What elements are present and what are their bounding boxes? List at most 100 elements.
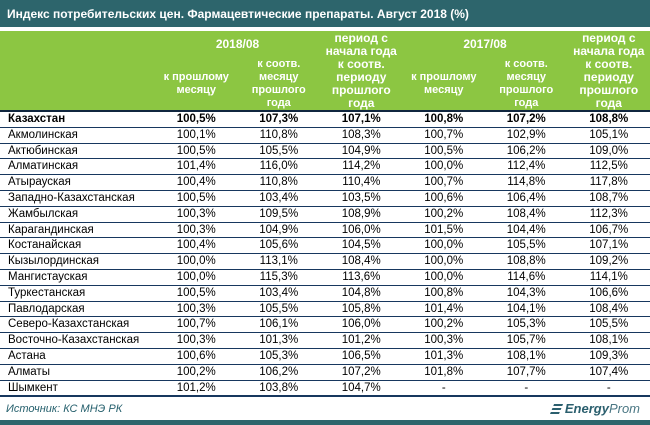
energyprom-logo: EnergyProm [549, 401, 640, 417]
header-same-month-2017: к соотв. месяцу прошлого года [485, 57, 568, 111]
value-cell: 101,5% [402, 221, 486, 238]
logo-text-light: Prom [608, 401, 640, 417]
value-cell: 100,3% [402, 332, 486, 349]
value-cell: 104,1% [485, 300, 568, 317]
region-name: Западно-Казахстанская [0, 189, 155, 207]
header-prev-month-2018: к прошлому месяцу [155, 57, 238, 111]
value-cell: 100,7% [155, 316, 238, 333]
table-row: Атырауская 100,4% 110,8% 110,4% 100,7% 114,8%… [0, 174, 650, 191]
value-cell: 115,3% [237, 268, 321, 286]
value-cell: 103,4% [237, 189, 321, 207]
value-cell: 100,8% [402, 109, 486, 128]
value-cell: 100,4% [155, 237, 238, 254]
table-row: Жамбылская 100,3% 109,5% 108,9% 100,2% 108,4%… [0, 205, 650, 223]
value-cell: 105,3% [485, 316, 568, 333]
region-name: Павлодарская [0, 300, 155, 317]
region-name: Казахстан [0, 109, 155, 128]
value-cell: 100,0% [402, 237, 486, 254]
value-cell: 107,1% [567, 237, 650, 254]
page-title: Индекс потребительских цен. Фармацевтиче… [7, 6, 469, 21]
value-cell: 110,8% [237, 126, 321, 144]
value-cell: 112,3% [567, 205, 650, 223]
value-cell: 114,8% [485, 174, 568, 191]
table-header: 2018/08 период с начала года к соотв. пе… [0, 31, 650, 111]
value-cell: 100,0% [155, 268, 238, 286]
table-row: Мангистауская 100,0% 115,3% 113,6% 100,0% 114… [0, 268, 650, 286]
value-cell: - [567, 379, 650, 398]
value-cell: 100,4% [155, 174, 238, 191]
table-row: Шымкент 101,2% 103,8% 104,7% - - - [0, 379, 650, 398]
value-cell: 100,0% [155, 253, 238, 270]
region-name: Шымкент [0, 379, 155, 398]
value-cell: 105,7% [485, 332, 568, 349]
header-region-blank [0, 31, 155, 111]
value-cell: 117,8% [567, 174, 650, 191]
value-cell: 105,8% [320, 300, 403, 317]
region-name: Алматинская [0, 158, 155, 175]
value-cell: 107,2% [485, 109, 568, 128]
region-name: Восточно-Казахстанская [0, 332, 155, 349]
value-cell: 100,5% [155, 109, 238, 128]
value-cell: 101,4% [402, 300, 486, 317]
table-row: Восточно-Казахстанская 100,3% 101,3% 101,2%… [0, 332, 650, 349]
region-name: Жамбылская [0, 205, 155, 223]
value-cell: 104,7% [320, 379, 403, 398]
value-cell: 100,1% [155, 126, 238, 144]
value-cell: 102,9% [485, 126, 568, 144]
value-cell: 100,0% [402, 158, 486, 175]
value-cell: 107,1% [320, 109, 403, 128]
value-cell: 109,5% [237, 205, 321, 223]
region-name: Атырауская [0, 174, 155, 191]
cpi-table: 2018/08 период с начала года к соотв. пе… [0, 31, 650, 398]
value-cell: 100,3% [155, 205, 238, 223]
header-prev-month-2017: к прошлому месяцу [402, 57, 486, 111]
value-cell: 113,6% [320, 268, 403, 286]
table-row: Кызылординская 100,0% 113,1% 108,4% 100,0% 10… [0, 253, 650, 270]
value-cell: 100,7% [402, 126, 486, 144]
logo-text-bold: Energy [564, 401, 609, 417]
value-cell: 101,2% [320, 332, 403, 349]
value-cell: 100,5% [402, 142, 486, 159]
value-cell: 106,7% [567, 221, 650, 238]
value-cell: 108,4% [567, 300, 650, 317]
value-cell: 105,3% [237, 347, 321, 365]
table-row: Северо-Казахстанская 100,7% 106,1% 106,0% 10… [0, 316, 650, 333]
value-cell: 113,1% [237, 253, 321, 270]
value-cell: 101,8% [402, 363, 486, 381]
energyprom-e-icon [549, 403, 563, 414]
value-cell: 106,2% [485, 142, 568, 159]
value-cell: 116,0% [237, 158, 321, 175]
report-title-bar: Индекс потребительских цен. Фармацевтиче… [0, 0, 650, 27]
region-name: Костанайская [0, 237, 155, 254]
value-cell: 100,7% [402, 174, 486, 191]
value-cell: 100,6% [402, 189, 486, 207]
table-row: Костанайская 100,4% 105,6% 104,5% 100,0% 105,… [0, 237, 650, 254]
value-cell: 104,3% [485, 284, 568, 302]
value-cell: 105,5% [237, 300, 321, 317]
table-row: Казахстан 100,5% 107,3% 107,1% 100,8% 107,2% 1… [0, 109, 650, 128]
value-cell: 108,9% [320, 205, 403, 223]
header-group-2018: 2018/08 [155, 31, 321, 57]
value-cell: 100,2% [402, 316, 486, 333]
value-cell: 106,5% [320, 347, 403, 365]
header-same-month-2018: к соотв. месяцу прошлого года [237, 57, 321, 111]
value-cell: 108,4% [320, 253, 403, 270]
value-cell: 103,4% [237, 284, 321, 302]
value-cell: 107,7% [485, 363, 568, 381]
value-cell: 105,6% [237, 237, 321, 254]
value-cell: 114,2% [320, 158, 403, 175]
header-group-2017: 2017/08 [402, 31, 568, 57]
source-note: Источник: КС МНЭ РК [6, 402, 123, 415]
region-name: Астана [0, 347, 155, 365]
footer: Источник: КС МНЭ РК EnergyProm [0, 397, 650, 420]
value-cell: 100,3% [155, 221, 238, 238]
region-name: Актюбинская [0, 142, 155, 159]
value-cell: 108,4% [485, 205, 568, 223]
value-cell: - [402, 379, 486, 398]
value-cell: 108,1% [485, 347, 568, 365]
value-cell: 106,6% [567, 284, 650, 302]
value-cell: 108,8% [567, 109, 650, 128]
value-cell: 106,1% [237, 316, 321, 333]
value-cell: 106,2% [237, 363, 321, 381]
value-cell: 114,6% [485, 268, 568, 286]
